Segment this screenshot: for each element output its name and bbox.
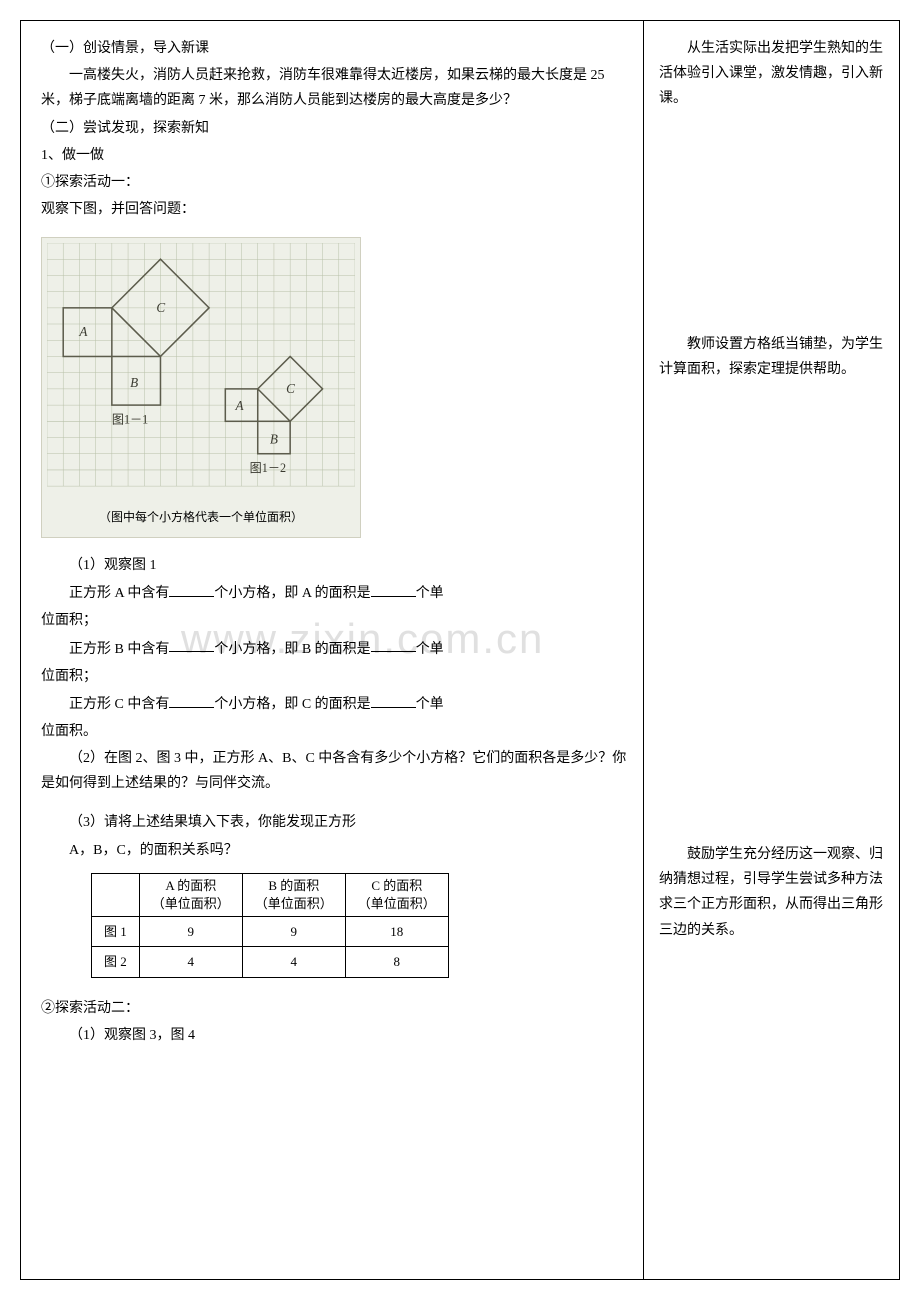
blank-input[interactable] [371,691,416,708]
q1-row-b: 正方形 B 中含有 个小方格，即 B 的面积是 个单 [41,636,633,662]
fig2-label: 图1－2 [250,461,286,475]
right-note-3: 鼓励学生充分经历这一观察、归纳猜想过程，引导学生尝试多种方法求三个正方形面积，从… [659,842,884,943]
label-b2: B [270,432,278,447]
label-a1: A [78,325,88,340]
section1-body: 一高楼失火，消防人员赶来抢救，消防车很难靠得太近楼房，如果云梯的最大长度是 25… [41,63,633,113]
results-table: A 的面积（单位面积） B 的面积（单位面积） C 的面积（单位面积） 图 1 … [91,873,449,978]
q1-row-a: 正方形 A 中含有 个小方格，即 A 的面积是 个单 [41,580,633,606]
q1-a-post-inline: 个单 [416,586,444,601]
left-column: （一）创设情景，导入新课 一高楼失火，消防人员赶来抢救，消防车很难靠得太近楼房，… [21,21,644,1279]
q1-c-mid: 个小方格，即 C 的面积是 [214,697,370,712]
q1-b-post-inline: 个单 [416,641,444,656]
row1-c: 18 [345,917,448,947]
table-header-c: C 的面积（单位面积） [345,873,448,916]
table-row: 图 2 4 4 8 [92,947,449,977]
label-b1: B [130,375,138,390]
explore2-q1: （1）观察图 3，图 4 [41,1023,633,1048]
q1-b-pre: 正方形 B 中含有 [69,641,169,656]
blank-input[interactable] [371,580,416,597]
right-column: 从生活实际出发把学生熟知的生活体验引入课堂，激发情趣，引入新课。 教师设置方格纸… [644,21,899,1279]
q1-row-c: 正方形 C 中含有 个小方格，即 C 的面积是 个单 [41,691,633,717]
q2-text: （2）在图 2、图 3 中，正方形 A、B、C 中各含有多少个小方格？它们的面积… [41,746,633,796]
label-c1: C [156,300,165,315]
explore1-heading: ①探索活动一： [41,170,633,195]
q1-a-mid: 个小方格，即 A 的面积是 [214,586,370,601]
row1-label: 图 1 [92,917,140,947]
label-c2: C [286,381,295,396]
q1-c-post-inline: 个单 [416,697,444,712]
fig1-label: 图1－1 [112,413,148,427]
q1-b-post-wrap: 位面积； [41,664,633,689]
q1-c-post-wrap: 位面积。 [41,719,633,744]
observe-intro: 观察下图，并回答问题： [41,197,633,222]
right-note-2: 教师设置方格纸当铺垫，为学生计算面积，探索定理提供帮助。 [659,332,884,382]
q1-b-mid: 个小方格，即 B 的面积是 [214,641,370,656]
row1-b: 9 [242,917,345,947]
do-it-heading: 1、做一做 [41,143,633,168]
q1-a-pre: 正方形 A 中含有 [69,586,169,601]
q3-line2: A，B，C，的面积关系吗？ [41,838,633,863]
table-header-b: B 的面积（单位面积） [242,873,345,916]
row2-b: 4 [242,947,345,977]
figure-caption: （图中每个小方格代表一个单位面积） [47,503,355,533]
figure-container: A B C A B C 图1－1 图1－2 （图中每个小方格代表一个单位面积） [41,237,361,538]
row2-c: 8 [345,947,448,977]
blank-input[interactable] [371,636,416,653]
grid-svg: A B C A B C 图1－1 图1－2 [47,243,355,502]
table-header-a: A 的面积（单位面积） [139,873,242,916]
q1-label: （1）观察图 1 [41,553,633,578]
blank-input[interactable] [169,580,214,597]
table-row: 图 1 9 9 18 [92,917,449,947]
row1-a: 9 [139,917,242,947]
explore2-heading: ②探索活动二： [41,996,633,1021]
section2-title: （二）尝试发现，探索新知 [41,116,633,141]
q1-c-pre: 正方形 C 中含有 [69,697,169,712]
blank-input[interactable] [169,636,214,653]
blank-input[interactable] [169,691,214,708]
right-note-1: 从生活实际出发把学生熟知的生活体验引入课堂，激发情趣，引入新课。 [659,36,884,112]
section1-title: （一）创设情景，导入新课 [41,36,633,61]
label-a2: A [234,398,244,413]
row2-a: 4 [139,947,242,977]
row2-label: 图 2 [92,947,140,977]
table-corner [92,873,140,916]
q1-a-post-wrap: 位面积； [41,608,633,633]
q3-line1: （3）请将上述结果填入下表，你能发现正方形 [41,810,633,835]
